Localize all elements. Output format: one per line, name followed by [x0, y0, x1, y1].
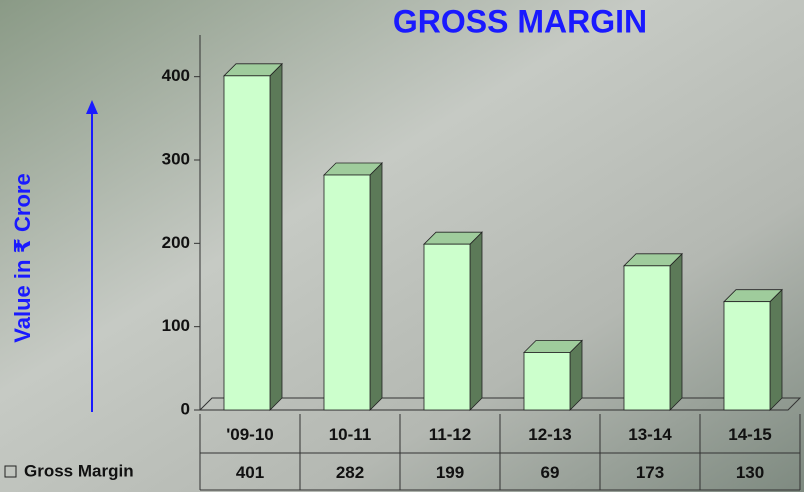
y-tick-label: 200: [162, 233, 190, 252]
y-tick-label: 100: [162, 316, 190, 335]
table-value: 199: [436, 463, 464, 482]
y-tick-label: 300: [162, 149, 190, 168]
x-tick-label: 10-11: [329, 425, 372, 444]
legend-swatch: [4, 465, 17, 478]
floor: [198, 397, 802, 411]
bar-side: [669, 252, 683, 411]
chart-title: GROSS MARGIN: [393, 3, 647, 39]
bar: [423, 243, 471, 411]
x-tick-label: '09-10: [226, 425, 274, 444]
axis-arrow-head: [86, 100, 98, 114]
y-tick-label: 400: [162, 66, 190, 85]
table-value: 282: [336, 463, 364, 482]
bar: [223, 75, 271, 411]
legend-label: Gross Margin: [24, 461, 134, 480]
table-value: 69: [541, 463, 560, 482]
bar: [623, 265, 671, 411]
y-tick-label: 0: [181, 399, 190, 418]
bar: [523, 352, 571, 411]
bar: [723, 301, 771, 411]
table-value: 401: [236, 463, 264, 482]
bar-side: [369, 162, 383, 411]
table-value: 173: [636, 463, 664, 482]
x-tick-label: 13-14: [628, 425, 672, 444]
bar: [323, 174, 371, 411]
table-value: 130: [736, 463, 764, 482]
x-tick-label: 14-15: [728, 425, 771, 444]
bar-side: [769, 288, 783, 411]
x-tick-label: 12-13: [528, 425, 571, 444]
bar-side: [469, 231, 483, 411]
bar-side: [269, 62, 283, 411]
x-tick-label: 11-12: [429, 425, 472, 444]
y-axis-title: Value in ₹ Crore: [10, 173, 35, 342]
